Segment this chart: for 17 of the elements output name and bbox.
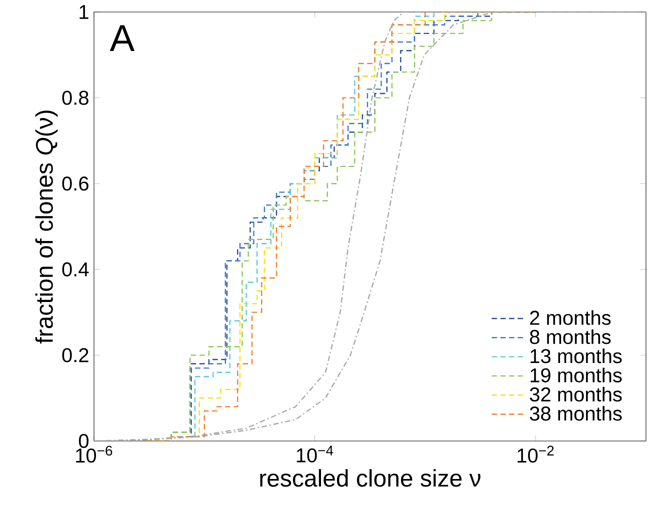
y-tick-label: 1 [80, 5, 88, 19]
y-tick-label: 0.4 [62, 262, 89, 276]
legend-label: 38 months [530, 406, 622, 421]
x-tick-label: 10$^{−4}$ [296, 446, 334, 462]
legend-label: 32 months [530, 386, 622, 402]
annotation: A [110, 25, 135, 51]
y-tick-label: 0 [78, 434, 88, 448]
legend-label: 2 months [530, 310, 611, 325]
x-axis-title: rescaled clone size ν [260, 469, 480, 487]
y-tick-label: 0.6 [62, 176, 88, 191]
legend-label: 13 months [530, 348, 622, 364]
y-axis-title: fraction of clones Q(ν) [35, 110, 58, 344]
y-tick-label: 0.8 [62, 90, 88, 105]
legend-label: 19 months [530, 368, 622, 382]
x-tick-label: 10$^{−2}$ [518, 446, 554, 463]
legend-label: 8 months [530, 329, 611, 344]
y-tick-label: 0.2 [62, 348, 88, 362]
